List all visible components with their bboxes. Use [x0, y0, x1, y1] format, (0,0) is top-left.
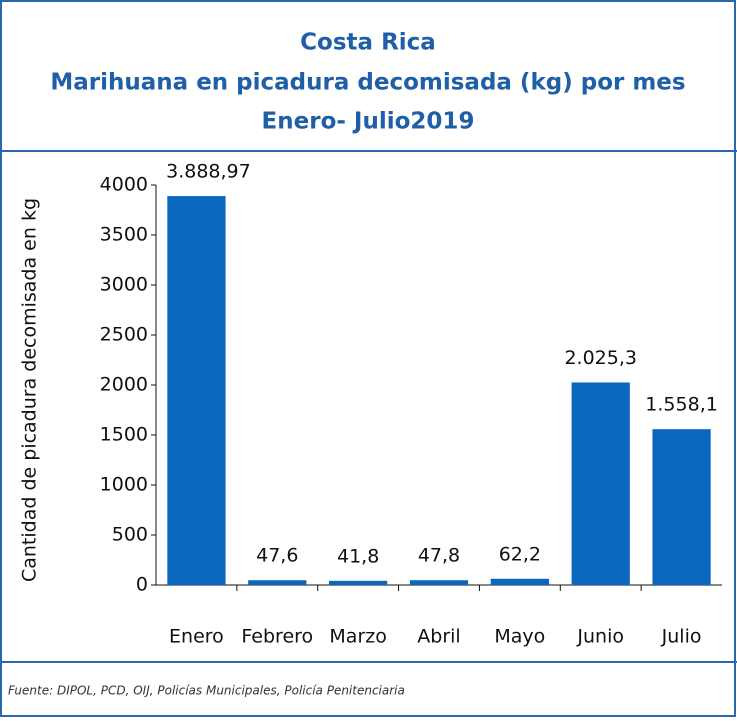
bar: [571, 382, 630, 585]
y-tick-label: 2500: [100, 324, 148, 346]
y-tick-label: 3000: [100, 274, 148, 296]
bar: [167, 196, 226, 585]
chart-title: Costa Rica: [300, 30, 436, 56]
y-tick-label: 1500: [100, 424, 148, 446]
x-tick-label: Febrero: [241, 626, 313, 648]
x-tick-label: Enero: [169, 626, 224, 648]
value-label: 2.025,3: [564, 347, 637, 369]
value-label: 41,8: [337, 545, 379, 567]
bar: [652, 429, 711, 585]
source: Fuente: DIPOL, PCD, OIJ, Policías Munici…: [8, 684, 405, 698]
x-tick-label: Mayo: [494, 626, 545, 648]
y-tick-label: 1000: [100, 474, 148, 496]
value-label: 3.888,97: [166, 161, 251, 183]
y-tick-label: 4000: [100, 174, 148, 196]
bar: [490, 578, 549, 585]
bar: [248, 580, 307, 585]
chart-title: Marihuana en picadura decomisada (kg) po…: [50, 70, 685, 96]
y-tick-label: 0: [136, 574, 148, 596]
y-tick-label: 2000: [100, 374, 148, 396]
y-axis-label: Cantidad de picadura decomisada en kg: [19, 198, 41, 582]
x-tick-label: Julio: [661, 626, 702, 648]
value-label: 62,2: [499, 543, 541, 565]
x-tick-label: Junio: [576, 626, 624, 648]
bar: [329, 580, 388, 585]
x-tick-label: Marzo: [329, 626, 386, 648]
bar: [409, 580, 469, 585]
value-label: 47,6: [256, 545, 298, 567]
x-tick-label: Abril: [417, 626, 460, 648]
chart-title: Enero- Julio2019: [262, 109, 475, 135]
value-label: 47,8: [418, 545, 460, 567]
y-tick-label: 500: [112, 524, 148, 546]
value-label: 1.558,1: [645, 394, 718, 416]
y-tick-label: 3500: [100, 224, 148, 246]
